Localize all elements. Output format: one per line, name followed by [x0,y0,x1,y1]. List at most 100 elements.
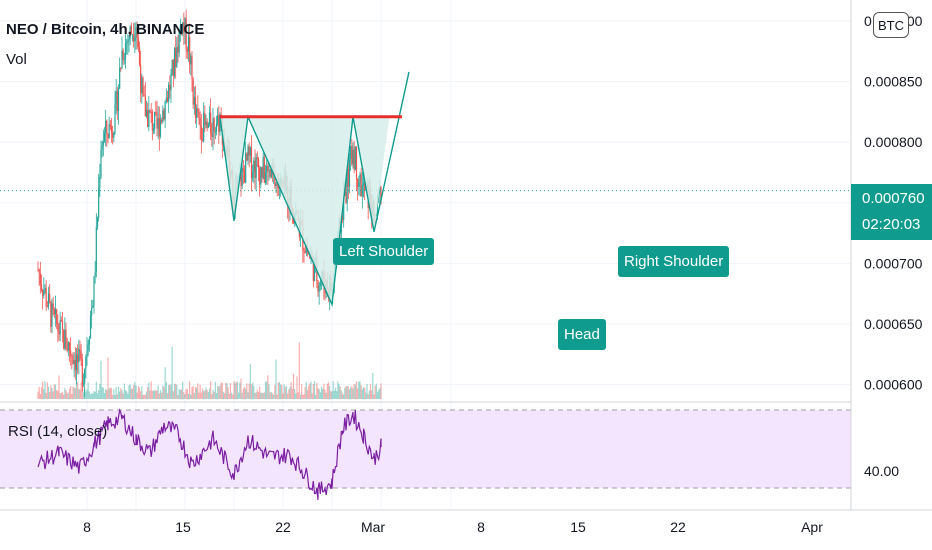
volume-bar [91,393,93,399]
candle-body [159,119,162,137]
currency-badge[interactable]: BTC [873,12,909,38]
candle-body [147,109,149,127]
volume-bar [315,394,317,399]
volume-bar [313,381,316,399]
candle-body [208,112,211,125]
volume-bar [70,386,72,399]
volume-bar [284,387,286,399]
volume-bar [133,385,135,399]
rsi-label[interactable]: RSI (14, close) [8,423,108,440]
candle-body [207,124,209,128]
volume-bar [334,387,337,399]
volume-bar [312,383,314,399]
candle-body [247,146,249,161]
candle-body [89,315,92,339]
candle-body [263,156,265,183]
volume-bar [99,383,101,399]
candle-body [43,291,45,296]
candle-body [91,307,93,316]
candle-body [248,146,250,156]
volume-bar [119,391,121,399]
candle-body [358,182,360,187]
volume-bar [224,393,226,399]
candle-body [312,256,314,282]
volume-bar [285,385,288,399]
volume-bar [206,389,208,399]
volume-bar [292,373,295,399]
candle-body [165,97,167,102]
candle-body [116,91,118,111]
volume-bar [232,394,234,399]
volume-bar [156,390,158,399]
candle-body [141,77,143,94]
candle-body [180,26,183,33]
volume-bar [227,387,229,399]
bar-countdown: 02:20:03 [862,216,921,233]
candle-body [169,84,171,91]
volume-bar [120,388,122,399]
candle-body [114,103,116,133]
candle-body [205,121,207,125]
candle-body [120,67,122,69]
volume-bar [343,394,345,399]
candle-body [63,329,65,349]
volume-bar [366,383,368,399]
candle-body [127,40,129,43]
candle-body [182,22,184,33]
candle-body [194,97,197,118]
volume-bar [43,389,45,399]
volume-bar [106,390,108,399]
volume-bar [375,383,377,399]
candle-body [317,280,319,292]
volume-bar [199,384,201,399]
symbol-title[interactable]: NEO / Bitcoin, 4h, BINANCE [6,21,205,38]
price-tick-label: 0.000800 [864,134,923,150]
last-price-value: 0.000760 [862,190,925,207]
volume-bar [302,394,304,399]
volume-bar [283,384,285,399]
volume-bar [304,386,306,399]
volume-bar [66,392,68,399]
candle-body [155,111,157,113]
candle-body [96,217,99,227]
volume-bar [372,372,374,399]
price-tick-label: 0.000850 [864,74,923,90]
volume-bar [274,385,276,399]
volume-bar [316,382,318,399]
candle-body [206,121,208,128]
candle-body [109,124,111,127]
volume-bar [276,394,278,399]
time-tick-label: 15 [175,519,191,535]
volume-bar [40,387,43,399]
candle-body [54,309,57,315]
candle-body [253,160,255,172]
volume-bar [208,388,211,399]
candle-body [145,109,148,117]
volume-bar [72,386,74,399]
candle-body [119,67,121,89]
volume-bar [64,388,66,399]
candle-body [103,132,106,142]
volume-bar [161,392,163,399]
volume-bar [185,388,187,399]
volume-bar [140,391,142,399]
candle-body [40,284,43,290]
candle-body [261,167,263,178]
candle-body [350,146,352,160]
volume-bar [357,388,359,399]
volume-bar [152,390,155,399]
candle-body [319,282,321,286]
price-tick-label: 0.000700 [864,255,923,271]
volume-bar [320,386,323,399]
rsi-band [0,410,851,488]
candle-body [185,18,187,50]
volume-bar [101,387,103,399]
candle-body [375,214,377,216]
candle-body [210,112,212,134]
volume-bar [163,386,165,399]
candle-body [193,97,195,105]
volume-bar [159,389,162,399]
candle-body [380,187,382,204]
volume-bar [44,381,46,399]
